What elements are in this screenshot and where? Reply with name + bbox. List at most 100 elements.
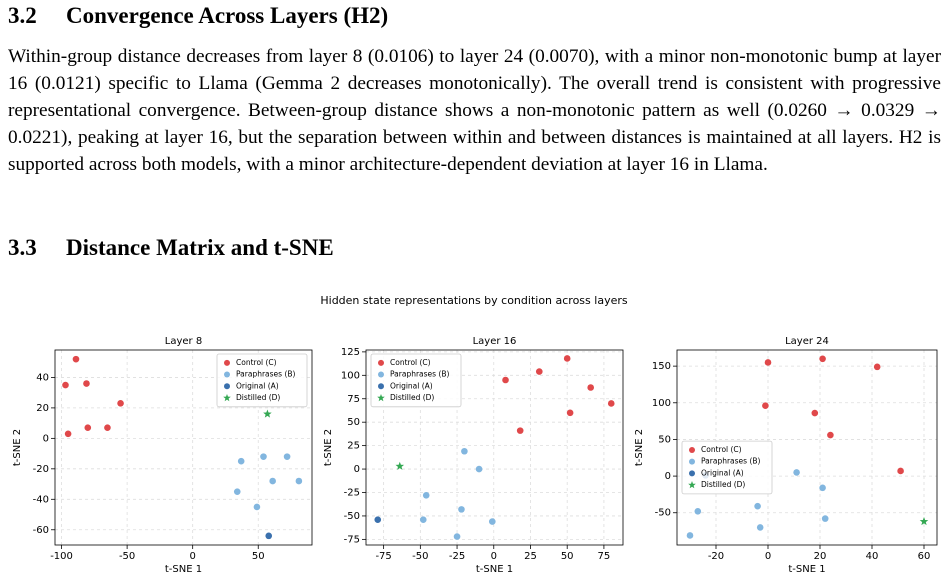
x-tick-label: -25 <box>449 551 465 562</box>
legend-marker <box>377 393 385 402</box>
y-tick-label: -50 <box>344 511 360 522</box>
point <box>566 409 574 417</box>
legend: Control (C) Paraphrases (B) Original (A) Di… <box>681 440 773 495</box>
x-tick-label: 50 <box>561 551 574 562</box>
point <box>488 518 496 525</box>
legend-marker <box>689 446 695 453</box>
x-tick-label: 0 <box>491 551 497 562</box>
y-tick-label: 100 <box>341 370 360 381</box>
point <box>295 477 303 485</box>
x-tick-label: 0 <box>189 551 195 562</box>
y-tick-label: 0 <box>354 464 360 475</box>
legend: Control (C) Paraphrases (B) Original (A) Di… <box>216 353 308 408</box>
point <box>686 532 694 539</box>
point <box>62 381 69 389</box>
x-tick-label: -50 <box>119 551 135 562</box>
x-tick-label: 75 <box>598 551 611 562</box>
legend-marker <box>378 383 384 390</box>
subplot-title: Layer 8 <box>165 336 202 347</box>
y-tick-label: 0 <box>43 433 49 444</box>
x-tick-label: 25 <box>524 551 537 562</box>
y-tick-label: 25 <box>347 441 360 452</box>
legend-marker <box>224 359 230 366</box>
legend-label: Original (A) <box>236 381 279 390</box>
point <box>827 431 834 439</box>
legend-marker <box>688 481 696 489</box>
point <box>453 533 461 540</box>
legend-marker <box>224 383 230 390</box>
legend-label: Paraphrases (B) <box>236 370 296 379</box>
subplot-title: Layer 24 <box>785 336 829 347</box>
y-tick-label: 125 <box>341 347 360 358</box>
y-tick-label: 40 <box>36 372 49 383</box>
figure-title: Hidden state representations by conditio… <box>320 294 627 307</box>
axes-frame <box>676 349 938 546</box>
point <box>535 368 543 375</box>
legend-label: Control (C) <box>701 445 742 454</box>
figure: Hidden state representations by conditio… <box>12 294 938 575</box>
x-axis-label: t-SNE 1 <box>476 564 513 575</box>
point <box>104 424 111 431</box>
point <box>756 524 764 531</box>
point <box>64 430 72 438</box>
legend-label: Control (C) <box>236 358 277 367</box>
legend-box <box>216 353 308 408</box>
legend-marker <box>224 371 230 378</box>
point <box>265 532 273 540</box>
paragraph: Within-group distance decreases from lay… <box>8 46 941 175</box>
y-tick-label: 50 <box>658 434 671 445</box>
y-tick-label: -20 <box>33 464 49 475</box>
point <box>919 517 929 526</box>
x-tick-label: 40 <box>866 551 879 562</box>
point <box>762 402 769 410</box>
point <box>587 384 594 391</box>
point <box>72 355 80 363</box>
x-tick-label: -20 <box>708 551 724 562</box>
y-axis-label: t-SNE 2 <box>634 429 645 466</box>
legend-marker <box>689 458 695 465</box>
section-heading: 3.2 Convergence Across Layers (H2) <box>8 3 388 29</box>
point <box>283 453 291 460</box>
x-axis-label: t-SNE 1 <box>788 564 825 575</box>
subplot-title: Layer 16 <box>473 336 517 347</box>
x-tick-label: 20 <box>814 551 827 562</box>
point <box>84 424 92 431</box>
x-axis-label: t-SNE 1 <box>165 564 202 575</box>
point <box>419 516 427 523</box>
legend-label: Distilled (D) <box>701 480 745 489</box>
section-heading: 3.3 Distance Matrix and t-SNE <box>8 235 334 261</box>
point <box>694 507 702 515</box>
axes-frame <box>365 349 624 546</box>
y-tick-label: 75 <box>347 394 360 405</box>
legend-label: Original (A) <box>390 381 433 390</box>
x-tick-label: -75 <box>375 551 391 562</box>
point <box>563 355 571 362</box>
legend-label: Original (A) <box>701 468 744 477</box>
y-tick-label: 20 <box>36 403 49 414</box>
point <box>897 467 904 475</box>
section-number: 3.3 <box>8 235 37 260</box>
y-tick-label: -60 <box>33 525 49 536</box>
point <box>83 380 90 387</box>
legend-label: Paraphrases (B) <box>390 370 450 379</box>
point <box>821 515 829 522</box>
x-tick-label: -100 <box>50 551 73 562</box>
x-tick-label: -50 <box>412 551 428 562</box>
section-number: 3.2 <box>8 3 37 28</box>
legend-label: Distilled (D) <box>236 393 280 402</box>
y-tick-label: -75 <box>344 534 360 545</box>
point <box>819 484 826 492</box>
point <box>458 506 465 513</box>
point <box>395 461 405 470</box>
point <box>475 465 483 473</box>
point <box>873 363 881 371</box>
section-title: Convergence Across Layers (H2) <box>66 3 389 28</box>
y-tick-label: -40 <box>33 494 49 505</box>
x-tick-label: 60 <box>918 551 931 562</box>
x-tick-label: 50 <box>252 551 265 562</box>
legend-marker <box>378 359 384 366</box>
y-axis-label: t-SNE 2 <box>12 429 23 466</box>
point <box>422 492 430 499</box>
point <box>754 502 761 510</box>
point <box>607 400 615 407</box>
